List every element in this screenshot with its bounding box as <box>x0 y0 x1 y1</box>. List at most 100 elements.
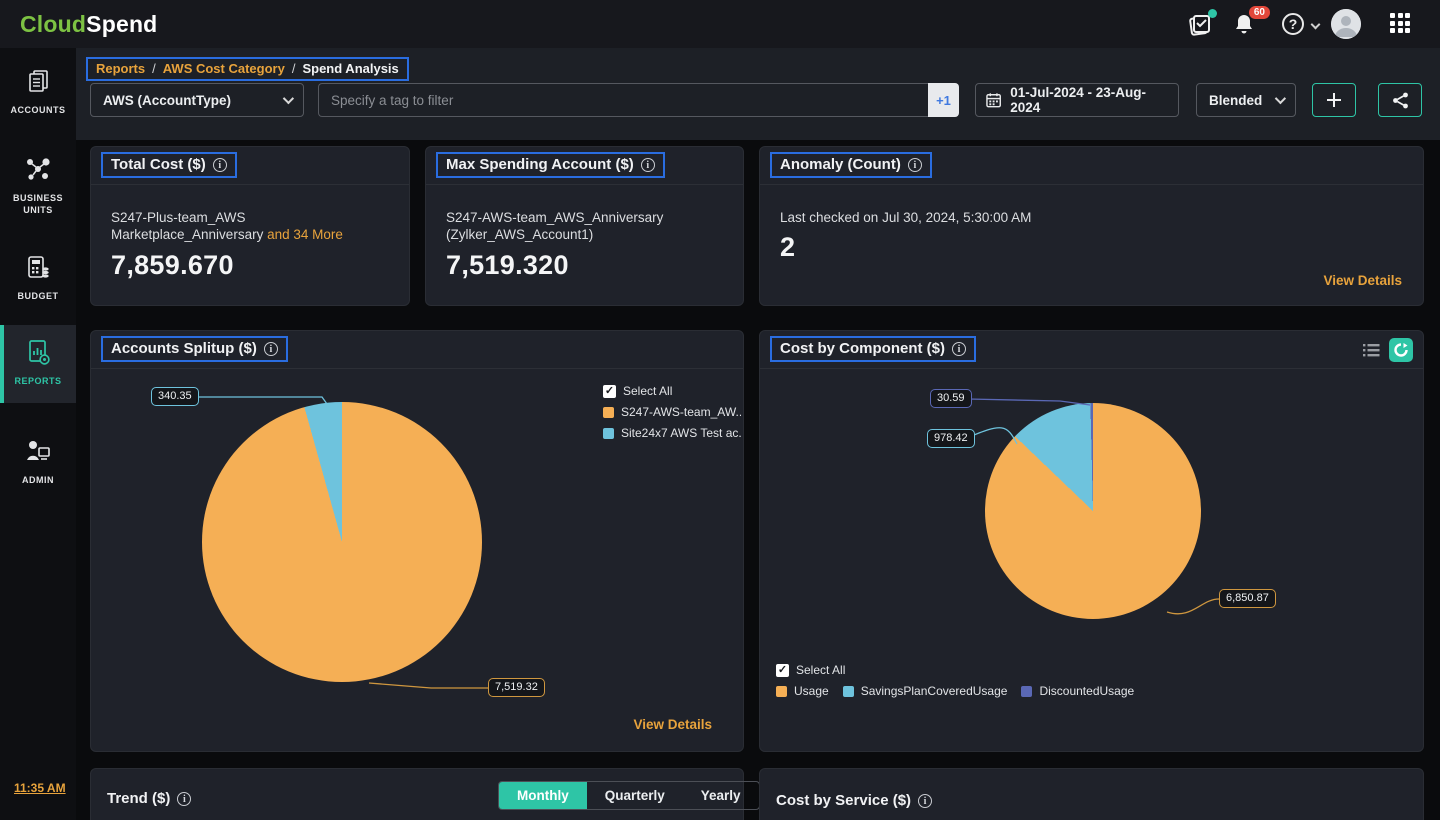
legend-select-all[interactable]: Select All <box>776 663 1134 677</box>
legend-item[interactable]: DiscountedUsage <box>1021 684 1134 698</box>
legend-items-row: Usage SavingsPlanCoveredUsage Discounted… <box>776 684 1134 705</box>
tasks-button[interactable] <box>1188 9 1217 38</box>
help-icon: ? <box>1282 13 1304 35</box>
sidebar-item-label: REPORTS <box>14 376 62 386</box>
breadcrumb-current: Spend Analysis <box>302 61 399 76</box>
sidebar-item-business-units[interactable]: BUSINESS UNITS <box>0 156 76 216</box>
legend-item[interactable]: S247-AWS-team_AW... <box>603 405 741 419</box>
info-icon[interactable] <box>263 341 278 356</box>
total-cost-value: 7,859.670 <box>111 250 234 280</box>
breadcrumb: Reports / AWS Cost Category / Spend Anal… <box>86 57 409 81</box>
cost-by-component-title-box: Cost by Component ($) <box>770 336 976 362</box>
card-header: Cost by Component ($) <box>760 331 1423 369</box>
breadcrumb-separator: / <box>291 61 296 76</box>
info-icon[interactable] <box>952 341 966 356</box>
add-widget-button[interactable] <box>1312 83 1356 117</box>
checkbox-checked-icon <box>603 384 616 398</box>
legend-label: Site24x7 AWS Test ac... <box>621 426 741 440</box>
last-refresh-time[interactable]: 11:35 AM <box>14 781 66 795</box>
share-button[interactable] <box>1378 83 1422 117</box>
cost-view-dropdown[interactable]: Blended <box>1196 83 1296 117</box>
card-header: Anomaly (Count) <box>760 147 1423 185</box>
apps-grid-button[interactable] <box>1390 13 1412 35</box>
sidebar-item-label: BUSINESS UNITS <box>12 193 63 215</box>
app-bar: CloudSpend 60 ? <box>0 0 1440 48</box>
date-range-value: 01-Jul-2024 - 23-Aug-2024 <box>1010 85 1147 115</box>
sidebar-item-admin[interactable]: ADMIN <box>0 438 76 486</box>
max-account-name: S247-AWS-team_AWS_Anniversary (Zylker_AW… <box>446 210 664 242</box>
sidebar-item-accounts[interactable]: ACCOUNTS <box>0 68 76 116</box>
tag-filter-input[interactable] <box>318 83 928 117</box>
pie-callout: 30.59 <box>930 389 972 408</box>
app-logo[interactable]: CloudSpend <box>20 11 157 38</box>
legend-item[interactable]: Usage <box>776 684 829 698</box>
sidebar-nav: ACCOUNTS BUSINESS UNITS <box>0 48 76 820</box>
notifications-button[interactable]: 60 <box>1232 6 1270 38</box>
sidebar-item-reports[interactable]: REPORTS <box>0 325 76 403</box>
info-icon[interactable] <box>212 157 227 172</box>
legend-label: DiscountedUsage <box>1039 684 1135 698</box>
pie-callout: 6,850.87 <box>1219 589 1276 608</box>
card-title: Cost by Component ($) <box>780 340 945 357</box>
cost-view-value: Blended <box>1209 92 1263 108</box>
account-name: S247-Plus-team_AWS Marketplace_Anniversa… <box>111 210 264 242</box>
help-button[interactable]: ? <box>1282 13 1321 39</box>
legend-item[interactable]: Site24x7 AWS Test ac... <box>603 426 741 440</box>
accounts-splitup-pie[interactable] <box>202 402 482 682</box>
admin-icon <box>27 441 50 460</box>
anomaly-count-value: 2 <box>780 232 796 262</box>
legend-label: SavingsPlanCoveredUsage <box>860 684 1008 698</box>
anomaly-last-checked: Last checked on Jul 30, 2024, 5:30:00 AM <box>780 210 1032 225</box>
date-range-picker[interactable]: 01-Jul-2024 - 23-Aug-2024 <box>975 83 1179 117</box>
calendar-icon <box>986 93 1001 108</box>
tab-monthly[interactable]: Monthly <box>499 782 587 809</box>
more-accounts-link[interactable]: and 34 More <box>267 227 343 242</box>
tasks-status-dot <box>1208 9 1217 18</box>
accounts-splitup-view-details-link[interactable]: View Details <box>633 717 712 732</box>
info-icon[interactable] <box>918 793 933 808</box>
card-title: Anomaly (Count) <box>780 156 901 173</box>
info-icon[interactable] <box>907 157 922 172</box>
legend-select-all[interactable]: Select All <box>603 384 741 398</box>
legend-swatch <box>603 427 614 439</box>
card-title: Accounts Splitup ($) <box>111 340 257 357</box>
max-spending-card: Max Spending Account ($) S247-AWS-team_A… <box>425 146 744 306</box>
legend-item[interactable]: SavingsPlanCoveredUsage <box>842 684 1008 698</box>
total-cost-title-box: Total Cost ($) <box>101 152 237 178</box>
logo-spend: Spend <box>86 11 158 37</box>
anomaly-view-details-link[interactable]: View Details <box>1323 273 1402 288</box>
accounts-icon <box>29 70 48 92</box>
page-header: Reports / AWS Cost Category / Spend Anal… <box>76 48 1440 140</box>
card-title: Cost by Service ($) <box>776 792 912 809</box>
chevron-down-icon <box>1274 92 1287 105</box>
dashboard-content: Total Cost ($) S247-Plus-team_AWS Market… <box>76 140 1440 820</box>
info-icon[interactable] <box>177 791 192 806</box>
trend-period-tabs: Monthly Quarterly Yearly <box>498 781 760 810</box>
budget-icon <box>28 256 49 278</box>
max-spending-title-box: Max Spending Account ($) <box>436 152 665 178</box>
tab-quarterly[interactable]: Quarterly <box>604 788 665 803</box>
cost-by-service-title: Cost by Service ($) <box>776 792 933 809</box>
legend-label: S247-AWS-team_AW... <box>621 405 741 419</box>
accounts-splitup-title-box: Accounts Splitup ($) <box>101 336 288 362</box>
breadcrumb-reports[interactable]: Reports <box>96 61 146 76</box>
tab-yearly[interactable]: Yearly <box>700 788 741 803</box>
sidebar-item-budget[interactable]: BUDGET <box>0 254 76 302</box>
cost-by-component-pie[interactable] <box>985 403 1201 619</box>
plus-icon <box>1327 93 1341 107</box>
chevron-down-icon <box>282 92 295 105</box>
card-header: Cost by Service ($) <box>760 769 1423 820</box>
list-view-icon[interactable] <box>1363 343 1380 358</box>
chart-refresh-button[interactable] <box>1389 338 1413 362</box>
info-icon[interactable] <box>640 157 655 172</box>
breadcrumb-aws-cost-category[interactable]: AWS Cost Category <box>162 61 285 76</box>
legend-label: Usage <box>794 684 829 698</box>
tag-overflow-chip[interactable]: +1 <box>928 83 959 117</box>
account-type-dropdown[interactable]: AWS (AccountType) <box>90 83 304 117</box>
trend-card: Trend ($) Monthly Quarterly Yearly <box>90 768 760 820</box>
chevron-down-icon <box>1310 19 1321 30</box>
max-spending-value: 7,519.320 <box>446 250 569 280</box>
user-avatar[interactable] <box>1331 9 1361 39</box>
card-header: Accounts Splitup ($) <box>91 331 743 369</box>
